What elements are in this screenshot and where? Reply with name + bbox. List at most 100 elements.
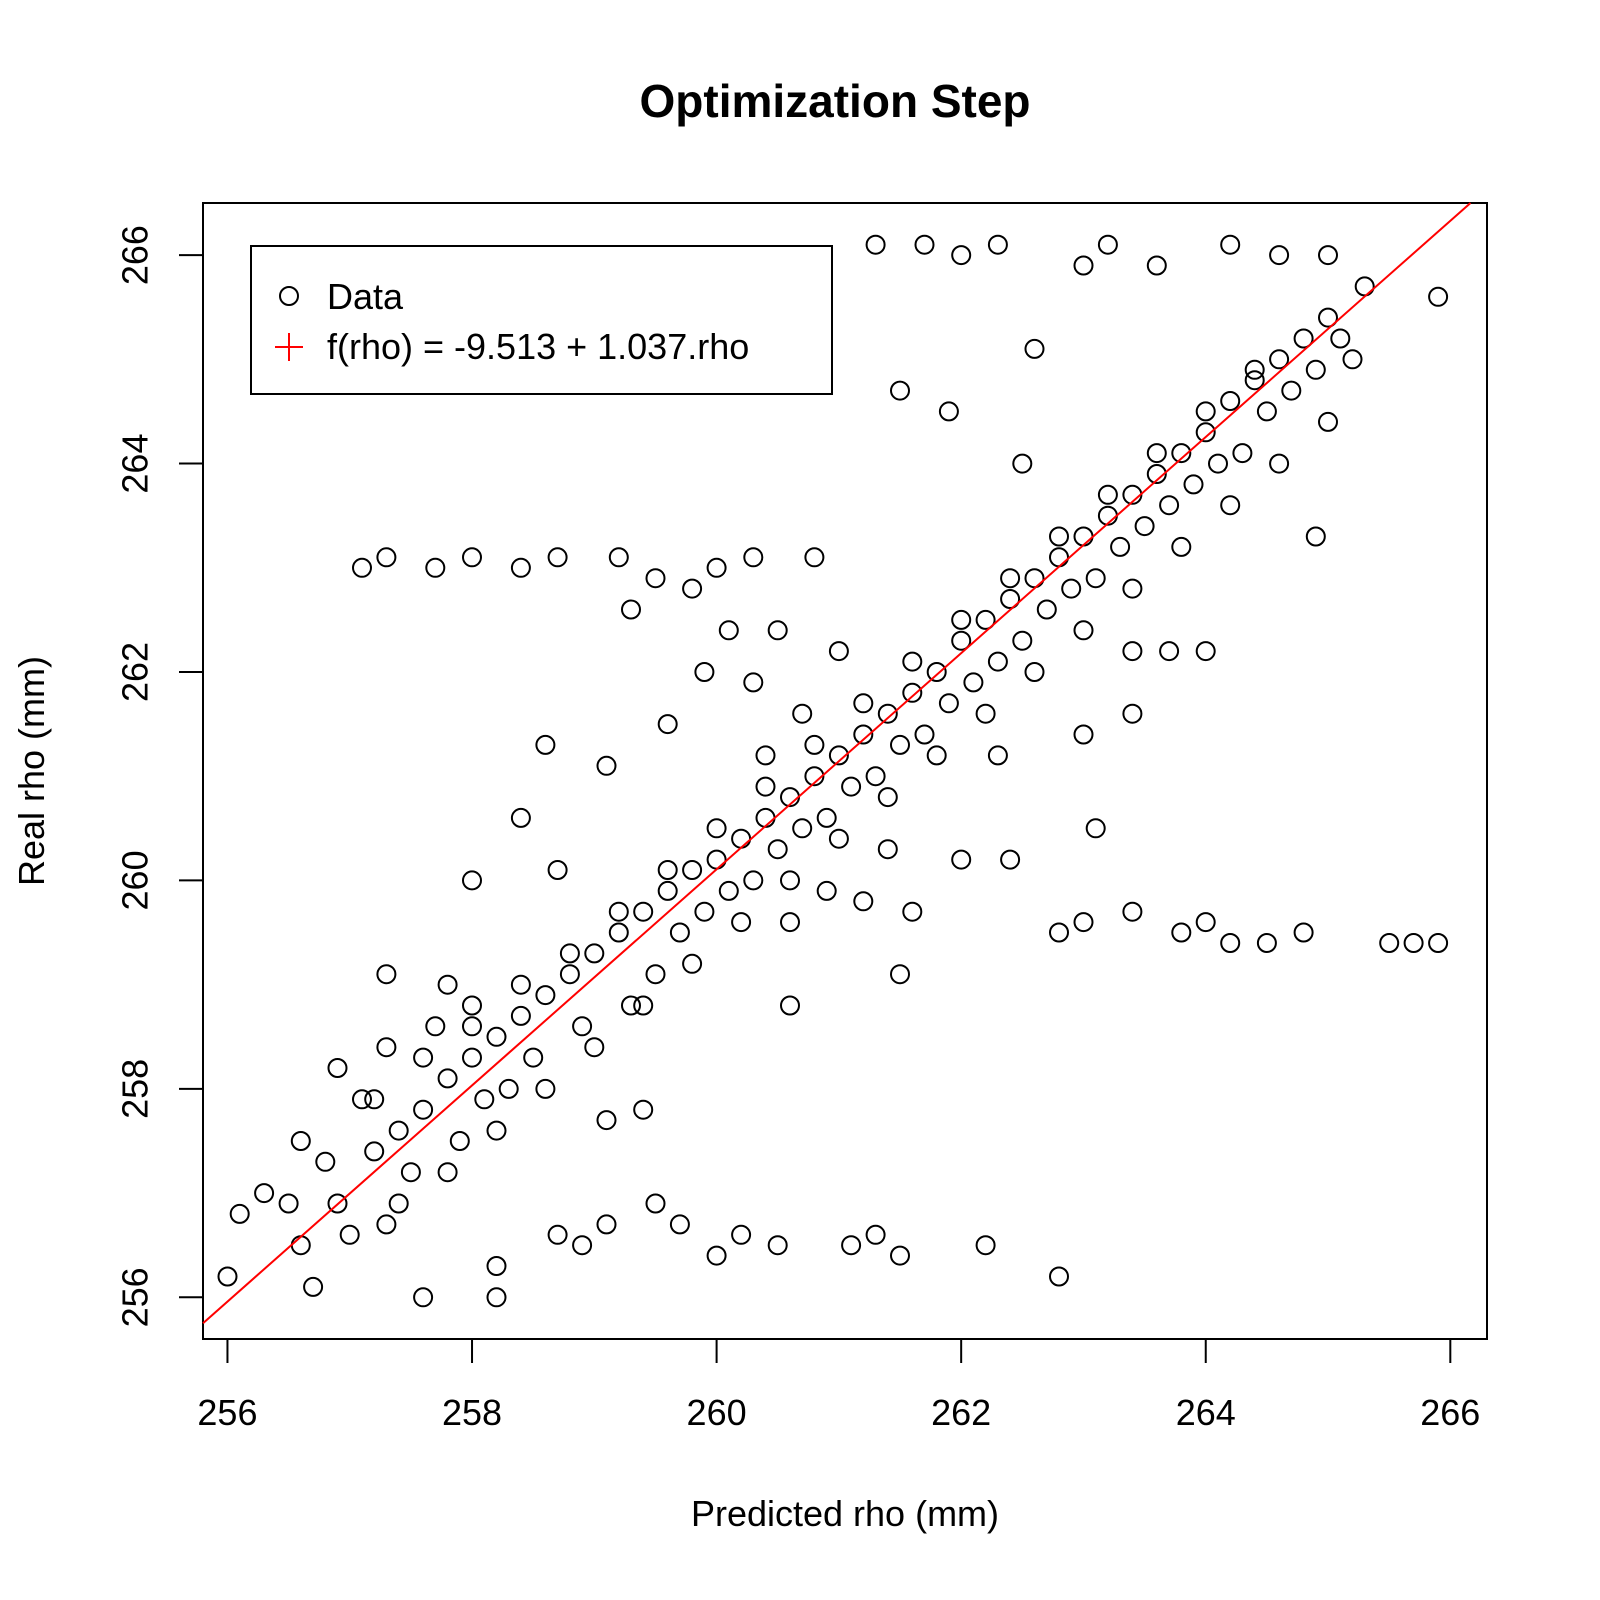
data-point — [645, 1193, 666, 1214]
data-point — [437, 1162, 458, 1183]
data-point — [853, 724, 874, 745]
data-point — [1012, 453, 1033, 474]
data-point — [828, 641, 849, 662]
data-point — [890, 1245, 910, 1266]
data-point — [1061, 578, 1082, 599]
data-point — [926, 745, 947, 766]
data-point — [914, 724, 935, 745]
data-point — [474, 1089, 495, 1110]
data-point — [376, 1214, 397, 1235]
data-point — [1318, 245, 1338, 266]
data-point — [535, 734, 556, 755]
data-point — [865, 1224, 886, 1245]
data-point — [694, 662, 715, 682]
data-point — [780, 912, 800, 933]
data-point — [1293, 328, 1314, 349]
data-point — [437, 974, 458, 995]
data-point — [1146, 255, 1167, 276]
data-point — [1305, 359, 1326, 380]
data-point — [1073, 912, 1094, 933]
data-point — [1049, 922, 1069, 943]
x-tick-label: 262 — [931, 1392, 991, 1433]
data-point — [290, 1235, 311, 1256]
data-point — [1195, 401, 1216, 422]
data-point — [914, 234, 935, 255]
data-point — [1073, 526, 1094, 547]
data-point — [1171, 922, 1192, 943]
data-point — [1232, 443, 1253, 464]
data-point — [364, 1141, 385, 1162]
data-point — [1354, 276, 1375, 297]
data-point — [1122, 901, 1143, 922]
data-point — [1171, 536, 1192, 557]
x-tick-label: 264 — [1176, 1392, 1236, 1433]
data-point — [1171, 443, 1192, 464]
data-point — [327, 1193, 348, 1214]
data-point — [303, 1276, 324, 1297]
data-point — [951, 849, 972, 870]
data-point — [1379, 933, 1400, 953]
data-point — [816, 807, 837, 828]
data-point — [400, 1162, 421, 1183]
data-point — [437, 1068, 458, 1089]
data-point — [1097, 484, 1118, 505]
data-point — [547, 860, 568, 880]
data-point — [877, 787, 898, 808]
data-point — [462, 995, 482, 1016]
data-point — [890, 734, 910, 755]
data-point — [1110, 536, 1131, 557]
data-point — [376, 1037, 397, 1058]
data-point — [462, 870, 482, 891]
data-point — [902, 682, 923, 703]
data-point — [584, 1037, 605, 1058]
data-point — [1428, 933, 1449, 953]
data-point — [608, 547, 629, 568]
data-point — [682, 578, 703, 599]
data-point — [523, 1047, 544, 1068]
data-point — [1269, 453, 1290, 474]
data-point — [486, 1287, 507, 1308]
data-point — [877, 703, 898, 724]
data-point — [706, 818, 727, 839]
data-point — [535, 985, 556, 1006]
data-point — [498, 1078, 519, 1099]
data-point — [290, 1131, 311, 1151]
data-point — [792, 703, 813, 724]
data-point — [633, 901, 654, 922]
data-point — [596, 755, 617, 776]
data-point — [804, 547, 825, 568]
data-point — [1012, 630, 1033, 651]
data-point — [510, 807, 531, 828]
data-point — [315, 1151, 336, 1172]
y-tick-label: 266 — [115, 225, 156, 285]
data-point — [718, 880, 739, 901]
data-point — [1428, 286, 1449, 307]
data-point — [1244, 359, 1265, 380]
data-point — [706, 1245, 727, 1266]
data-point — [425, 557, 446, 578]
legend-fit-label: f(rho) = -9.513 + 1.037.rho — [327, 326, 749, 367]
data-point — [865, 234, 886, 255]
x-tick-label: 258 — [442, 1392, 502, 1433]
data-point — [1244, 370, 1265, 391]
data-point — [682, 953, 703, 974]
data-point — [828, 745, 849, 766]
data-point — [1000, 849, 1021, 870]
data-point — [1330, 328, 1351, 349]
data-point — [1073, 724, 1094, 745]
data-point — [1024, 662, 1045, 682]
data-point — [572, 1235, 593, 1256]
data-point — [890, 964, 910, 985]
data-point — [510, 557, 531, 578]
data-point — [388, 1120, 409, 1141]
data-point — [1097, 505, 1118, 526]
data-point — [987, 745, 1008, 766]
data-point — [608, 922, 629, 943]
chart-title: Optimization Step — [640, 75, 1031, 127]
legend: Data f(rho) = -9.513 + 1.037.rho — [250, 245, 833, 395]
data-point — [743, 672, 764, 693]
data-point — [1305, 526, 1326, 547]
data-point — [1183, 474, 1204, 495]
data-point — [547, 547, 568, 568]
data-point — [816, 880, 837, 901]
